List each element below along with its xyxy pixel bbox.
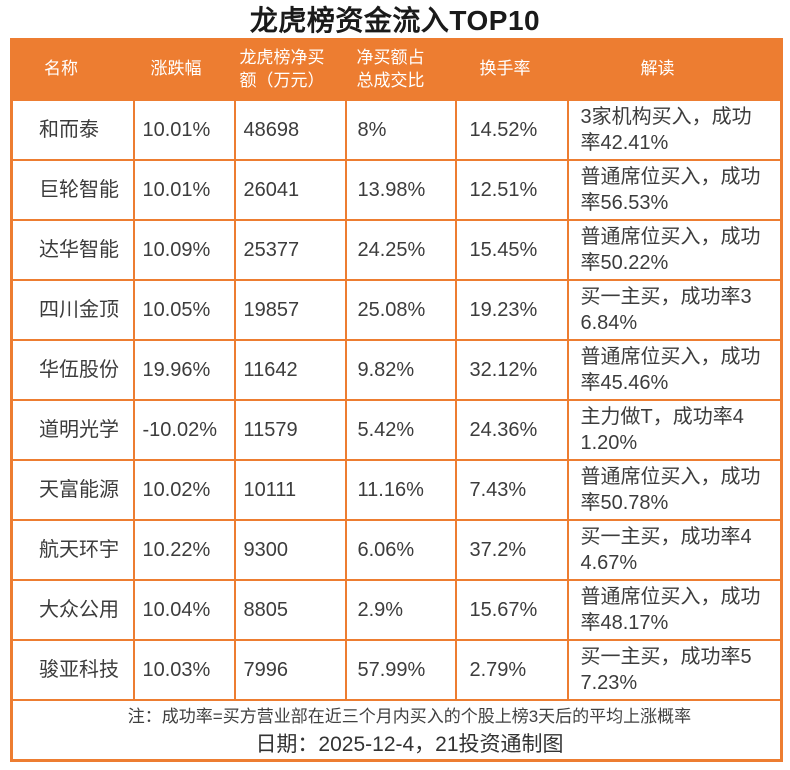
net-buy-cell: 9300 bbox=[233, 518, 347, 581]
net-buy-cell: 26041 bbox=[233, 158, 347, 221]
footer-cell: 注：成功率=买方营业部在近三个月内买入的个股上榜3天后的平均上涨概率 日期：20… bbox=[10, 698, 783, 761]
change-cell: -10.02% bbox=[132, 398, 236, 461]
footer-row: 注：成功率=买方营业部在近三个月内买入的个股上榜3天后的平均上涨概率 日期：20… bbox=[10, 698, 783, 761]
stock-name-cell: 大众公用 bbox=[10, 578, 135, 641]
page-title: 龙虎榜资金流入TOP10 bbox=[249, 5, 541, 36]
net-buy-ratio-cell: 8% bbox=[344, 98, 457, 161]
net-buy-cell: 8805 bbox=[233, 578, 347, 641]
table-row: 华伍股份 19.96% 11642 9.82% 32.12% 普通席位买入，成功… bbox=[10, 338, 783, 401]
net-buy-ratio-cell: 9.82% bbox=[344, 338, 457, 401]
interpretation-cell: 主力做T，成功率4 1.20% bbox=[566, 398, 783, 461]
interpretation-cell: 买一主买，成功率4 4.67% bbox=[566, 518, 783, 581]
change-cell: 10.01% bbox=[132, 98, 236, 161]
stock-name-cell: 天富能源 bbox=[10, 458, 135, 521]
table-body: 和而泰 10.01% 48698 8% 14.52% 3家机构买入，成功 率42… bbox=[10, 98, 783, 701]
turnover-cell: 2.79% bbox=[454, 638, 569, 701]
table-row: 道明光学 -10.02% 11579 5.42% 24.36% 主力做T，成功率… bbox=[10, 398, 783, 461]
table-row: 大众公用 10.04% 8805 2.9% 15.67% 普通席位买入，成功 率… bbox=[10, 578, 783, 641]
net-buy-ratio-cell: 11.16% bbox=[344, 458, 457, 521]
net-buy-cell: 48698 bbox=[233, 98, 347, 161]
turnover-cell: 14.52% bbox=[454, 98, 569, 161]
stock-name-cell: 骏亚科技 bbox=[10, 638, 135, 701]
interpretation-cell: 买一主买，成功率3 6.84% bbox=[566, 278, 783, 341]
net-buy-ratio-cell: 57.99% bbox=[344, 638, 457, 701]
turnover-cell: 7.43% bbox=[454, 458, 569, 521]
stock-name-cell: 航天环宇 bbox=[10, 518, 135, 581]
net-buy-cell: 7996 bbox=[233, 638, 347, 701]
change-cell: 19.96% bbox=[132, 338, 236, 401]
table-row: 达华智能 10.09% 25377 24.25% 15.45% 普通席位买入，成… bbox=[10, 218, 783, 281]
net-buy-ratio-cell: 25.08% bbox=[344, 278, 457, 341]
change-cell: 10.22% bbox=[132, 518, 236, 581]
interpretation-cell: 普通席位买入，成功 率56.53% bbox=[566, 158, 783, 221]
interpretation-cell: 普通席位买入，成功 率45.46% bbox=[566, 338, 783, 401]
column-header-change: 涨跌幅 bbox=[132, 38, 236, 101]
turnover-cell: 15.67% bbox=[454, 578, 569, 641]
stock-name-cell: 和而泰 bbox=[10, 98, 135, 161]
date-attribution: 日期：2025-12-4，21投资通制图 bbox=[255, 732, 564, 756]
header-row: 名称 涨跌幅 龙虎榜净买 额（万元） 净买额占 总成交比 换手率 解读 bbox=[10, 38, 783, 101]
net-buy-cell: 10111 bbox=[233, 458, 347, 521]
change-cell: 10.04% bbox=[132, 578, 236, 641]
net-buy-cell: 11579 bbox=[233, 398, 347, 461]
stock-name-cell: 四川金顶 bbox=[10, 278, 135, 341]
change-cell: 10.02% bbox=[132, 458, 236, 521]
net-buy-cell: 11642 bbox=[233, 338, 347, 401]
turnover-cell: 19.23% bbox=[454, 278, 569, 341]
column-header-net-buy: 龙虎榜净买 额（万元） bbox=[233, 38, 347, 101]
interpretation-cell: 普通席位买入，成功 率50.78% bbox=[566, 458, 783, 521]
change-cell: 10.09% bbox=[132, 218, 236, 281]
interpretation-cell: 普通席位买入，成功 率50.22% bbox=[566, 218, 783, 281]
column-header-interpretation: 解读 bbox=[566, 38, 783, 101]
stock-name-cell: 达华智能 bbox=[10, 218, 135, 281]
turnover-cell: 24.36% bbox=[454, 398, 569, 461]
net-buy-ratio-cell: 24.25% bbox=[344, 218, 457, 281]
net-buy-ratio-cell: 5.42% bbox=[344, 398, 457, 461]
column-header-turnover: 换手率 bbox=[454, 38, 569, 101]
change-cell: 10.03% bbox=[132, 638, 236, 701]
turnover-cell: 32.12% bbox=[454, 338, 569, 401]
stock-name-cell: 巨轮智能 bbox=[10, 158, 135, 221]
net-buy-ratio-cell: 6.06% bbox=[344, 518, 457, 581]
table-footer: 注：成功率=买方营业部在近三个月内买入的个股上榜3天后的平均上涨概率 日期：20… bbox=[10, 698, 783, 761]
dragon-tiger-table: 名称 涨跌幅 龙虎榜净买 额（万元） 净买额占 总成交比 换手率 解读 和而泰 … bbox=[10, 38, 783, 762]
table-row: 航天环宇 10.22% 9300 6.06% 37.2% 买一主买，成功率4 4… bbox=[10, 518, 783, 581]
stock-name-cell: 道明光学 bbox=[10, 398, 135, 461]
table-row: 和而泰 10.01% 48698 8% 14.52% 3家机构买入，成功 率42… bbox=[10, 98, 783, 161]
change-cell: 10.05% bbox=[132, 278, 236, 341]
net-buy-cell: 25377 bbox=[233, 218, 347, 281]
turnover-cell: 12.51% bbox=[454, 158, 569, 221]
table-header: 名称 涨跌幅 龙虎榜净买 额（万元） 净买额占 总成交比 换手率 解读 bbox=[10, 38, 783, 101]
net-buy-ratio-cell: 2.9% bbox=[344, 578, 457, 641]
table-row: 骏亚科技 10.03% 7996 57.99% 2.79% 买一主买，成功率5 … bbox=[10, 638, 783, 701]
success-rate-note: 注：成功率=买方营业部在近三个月内买入的个股上榜3天后的平均上涨概率 bbox=[127, 706, 692, 726]
interpretation-cell: 3家机构买入，成功 率42.41% bbox=[566, 98, 783, 161]
column-header-net-buy-ratio: 净买额占 总成交比 bbox=[344, 38, 457, 101]
net-buy-ratio-cell: 13.98% bbox=[344, 158, 457, 221]
column-header-name: 名称 bbox=[10, 38, 135, 101]
interpretation-cell: 买一主买，成功率5 7.23% bbox=[566, 638, 783, 701]
table-row: 巨轮智能 10.01% 26041 13.98% 12.51% 普通席位买入，成… bbox=[10, 158, 783, 221]
interpretation-cell: 普通席位买入，成功 率48.17% bbox=[566, 578, 783, 641]
change-cell: 10.01% bbox=[132, 158, 236, 221]
net-buy-cell: 19857 bbox=[233, 278, 347, 341]
table-row: 天富能源 10.02% 10111 11.16% 7.43% 普通席位买入，成功… bbox=[10, 458, 783, 521]
turnover-cell: 15.45% bbox=[454, 218, 569, 281]
stock-name-cell: 华伍股份 bbox=[10, 338, 135, 401]
turnover-cell: 37.2% bbox=[454, 518, 569, 581]
table-row: 四川金顶 10.05% 19857 25.08% 19.23% 买一主买，成功率… bbox=[10, 278, 783, 341]
